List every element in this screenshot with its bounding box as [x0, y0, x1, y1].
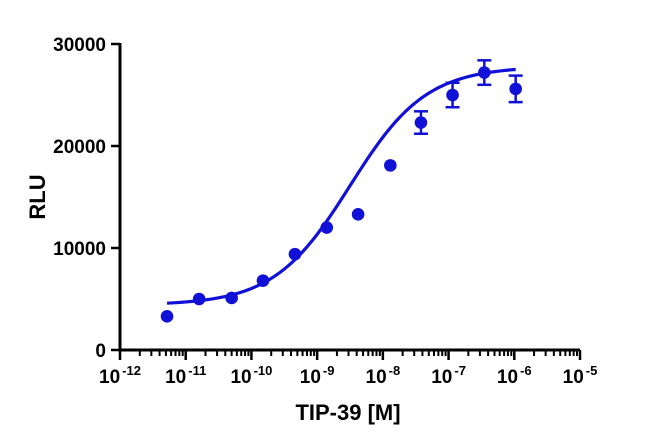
y-axis-title: RLU	[25, 174, 50, 219]
y-tick-label: 20000	[53, 137, 106, 158]
x-tick-label: 10 -6	[497, 363, 532, 388]
y-ticks: 0 10000 20000 30000	[53, 35, 120, 362]
x-tick-label: 10 -7	[431, 363, 466, 388]
x-tick-label: 10 -8	[366, 363, 401, 388]
fit-curve	[166, 67, 516, 305]
x-tick-label: 10 -10	[230, 363, 272, 388]
data-point	[256, 274, 270, 287]
data-point	[414, 116, 428, 129]
x-tick-label: 10 -5	[563, 363, 598, 388]
data-point	[288, 247, 302, 261]
y-tick-label: 30000	[53, 35, 106, 56]
data-point	[351, 208, 365, 221]
x-tick-label: 10 -9	[300, 363, 335, 388]
data-point	[225, 291, 238, 305]
error-bars	[413, 59, 523, 136]
x-tick-label: 10 -12	[99, 363, 141, 388]
y-tick-label: 0	[95, 341, 106, 362]
fit-layer	[166, 67, 516, 305]
x-ticks: 10 -12 10 -11 10 -10 10 -9 10 -8 10 -7 10 -6 10 -5	[99, 350, 597, 388]
y-tick-label: 10000	[53, 239, 106, 260]
data-point	[509, 82, 522, 96]
data-point	[320, 221, 334, 234]
data-point	[192, 292, 206, 306]
data-points	[160, 66, 522, 323]
data-point	[478, 66, 491, 79]
data-point	[160, 310, 174, 323]
x-tick-label: 10 -11	[165, 363, 206, 388]
x-axis-title: TIP-39 [M]	[295, 400, 400, 425]
data-point	[384, 159, 397, 172]
data-point	[446, 88, 459, 102]
